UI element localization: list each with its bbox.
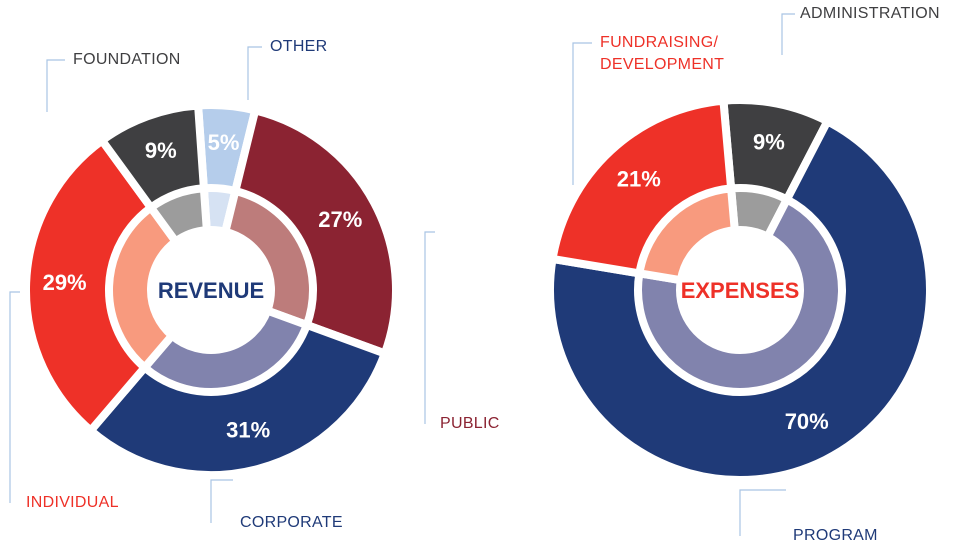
center-hole [678, 228, 802, 352]
leader-line [781, 13, 795, 55]
value-label: 5% [208, 130, 240, 155]
center-label: REVENUE [158, 278, 264, 303]
value-label: 31% [226, 418, 270, 443]
category-label: INDIVIDUAL [26, 494, 119, 511]
value-label: 21% [617, 166, 661, 191]
category-label: PUBLIC [440, 415, 500, 432]
value-label: 9% [145, 138, 177, 163]
category-label: FUNDRAISING/ DEVELOPMENT [600, 34, 725, 73]
leader-line [424, 231, 435, 424]
value-label: 70% [785, 409, 829, 434]
leader-line [46, 59, 65, 112]
leader-line [9, 291, 20, 503]
leader-line [572, 42, 592, 185]
leader-line [247, 46, 262, 100]
category-label: FOUNDATION [73, 51, 181, 68]
value-label: 9% [753, 130, 785, 155]
center-hole [149, 228, 273, 352]
category-label: PROGRAM [793, 527, 878, 544]
value-label: 29% [43, 270, 87, 295]
category-label: CORPORATE [240, 514, 343, 531]
category-label: ADMINISTRATION [800, 5, 940, 22]
category-label: OTHER [270, 38, 328, 55]
value-label: 27% [318, 207, 362, 232]
center-label: EXPENSES [681, 278, 800, 303]
leader-line [739, 489, 786, 536]
leader-line [210, 479, 233, 523]
